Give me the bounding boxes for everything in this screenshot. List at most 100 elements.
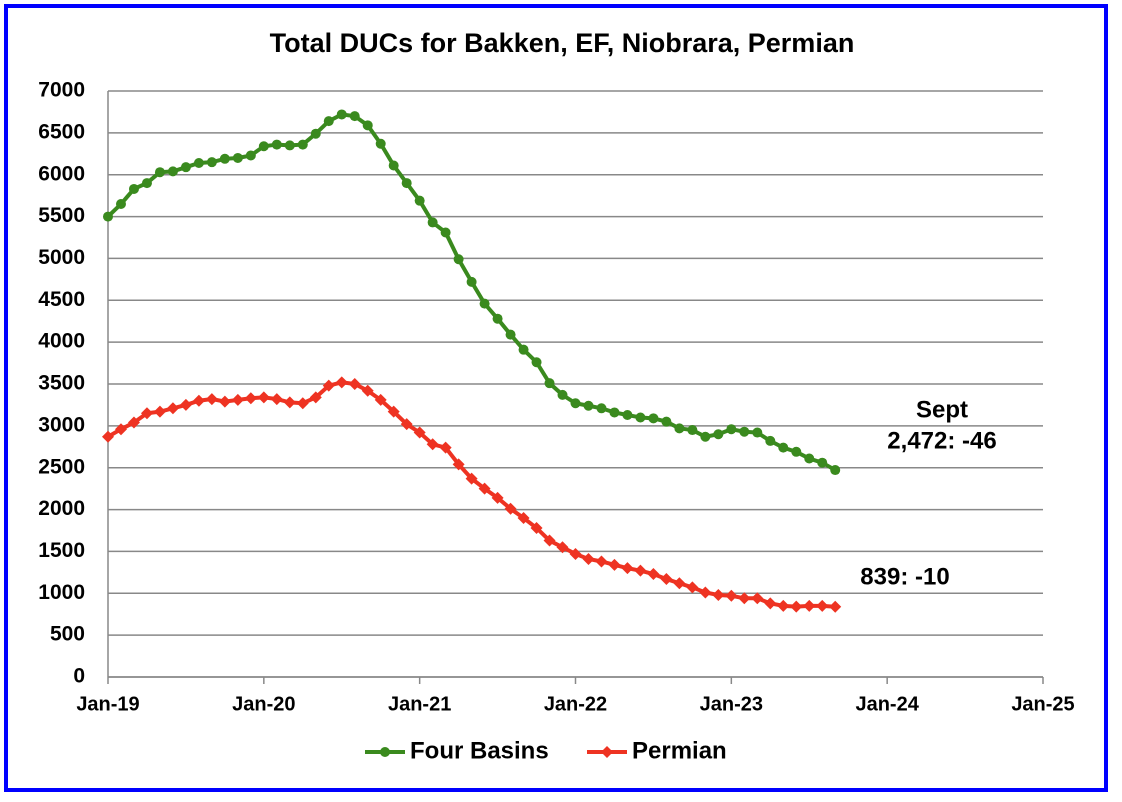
data-point	[297, 139, 308, 150]
data-point	[258, 141, 269, 152]
y-tick-label: 0	[73, 665, 85, 688]
x-tick-label: Jan-21	[388, 693, 451, 715]
data-point	[687, 425, 698, 436]
data-point	[543, 534, 556, 547]
data-point	[699, 586, 712, 599]
data-point	[622, 409, 633, 420]
data-point	[180, 162, 191, 173]
data-point	[166, 402, 179, 415]
data-point	[829, 600, 842, 613]
data-point	[400, 418, 413, 431]
data-point	[466, 276, 477, 287]
data-point	[283, 396, 296, 409]
data-point	[465, 472, 478, 485]
data-point	[778, 442, 789, 453]
data-point	[103, 211, 113, 222]
y-tick-label: 7000	[38, 79, 85, 102]
y-tick-label: 5500	[38, 204, 85, 227]
data-point	[375, 138, 386, 149]
data-point	[726, 424, 737, 435]
legend-marker	[601, 746, 613, 758]
x-tick-label: Jan-24	[855, 693, 919, 715]
y-tick-label: 6000	[38, 162, 85, 185]
data-point	[583, 400, 594, 411]
data-point	[712, 588, 725, 601]
data-point	[517, 511, 530, 524]
data-point	[544, 378, 555, 389]
data-point	[700, 431, 711, 442]
data-point	[491, 491, 504, 504]
data-point	[296, 397, 309, 410]
data-point	[231, 393, 244, 406]
data-point	[751, 592, 764, 605]
legend-label: Permian	[632, 737, 727, 764]
data-point	[452, 458, 465, 471]
data-point	[739, 426, 750, 437]
chart-title: Total DUCs for Bakken, EF, Niobrara, Per…	[270, 28, 855, 58]
data-point	[478, 482, 491, 495]
data-point	[102, 430, 114, 443]
data-point	[270, 393, 283, 406]
data-point	[570, 398, 581, 409]
data-point	[257, 391, 270, 404]
y-tick-label: 500	[50, 623, 85, 646]
data-point	[804, 453, 815, 464]
data-point	[673, 577, 686, 590]
data-point	[556, 541, 569, 554]
y-tick-label: 6500	[38, 120, 85, 143]
data-point	[752, 427, 763, 438]
data-point	[154, 167, 165, 178]
data-point	[245, 150, 256, 161]
frame	[4, 4, 1108, 792]
data-point	[348, 378, 361, 390]
x-tick-label: Jan-25	[1011, 693, 1074, 715]
x-tick-label: Jan-19	[76, 693, 139, 715]
y-tick-label: 1000	[38, 581, 85, 604]
legend-label: Four Basins	[410, 737, 549, 764]
data-point	[153, 405, 166, 418]
y-tick-label: 3500	[38, 372, 85, 395]
data-point	[816, 599, 829, 612]
y-tick-label: 4500	[38, 288, 85, 311]
x-tick-label: Jan-20	[232, 693, 295, 715]
data-point	[192, 394, 205, 407]
data-point	[621, 562, 634, 575]
data-point	[518, 344, 529, 355]
data-point	[530, 521, 543, 534]
data-point	[440, 227, 451, 238]
data-point	[647, 568, 660, 581]
data-point	[374, 393, 387, 406]
data-point	[140, 407, 153, 420]
data-point	[193, 157, 204, 168]
data-point	[167, 166, 178, 177]
data-point	[505, 329, 516, 340]
data-point	[596, 403, 607, 414]
data-point	[218, 395, 231, 408]
data-point	[323, 116, 334, 127]
data-point	[271, 139, 282, 150]
data-point	[830, 465, 841, 476]
data-point	[439, 441, 452, 454]
annotation: 839: -10	[860, 563, 949, 590]
data-point	[114, 423, 127, 436]
data-point	[128, 183, 139, 194]
data-point	[531, 357, 542, 368]
data-point	[335, 376, 348, 389]
data-point	[674, 423, 685, 434]
data-point	[127, 416, 140, 429]
y-tick-label: 2000	[38, 497, 85, 520]
data-point	[609, 407, 620, 418]
data-point	[635, 412, 646, 423]
data-point	[648, 413, 659, 424]
x-tick-label: Jan-23	[700, 693, 763, 715]
data-point	[244, 392, 257, 405]
data-point	[634, 564, 647, 577]
data-point	[115, 199, 126, 210]
data-point	[803, 599, 816, 612]
data-point	[141, 178, 152, 189]
data-point	[179, 398, 192, 411]
data-point	[284, 140, 295, 151]
data-point	[349, 111, 360, 122]
data-point	[361, 384, 374, 397]
data-point	[595, 555, 608, 568]
